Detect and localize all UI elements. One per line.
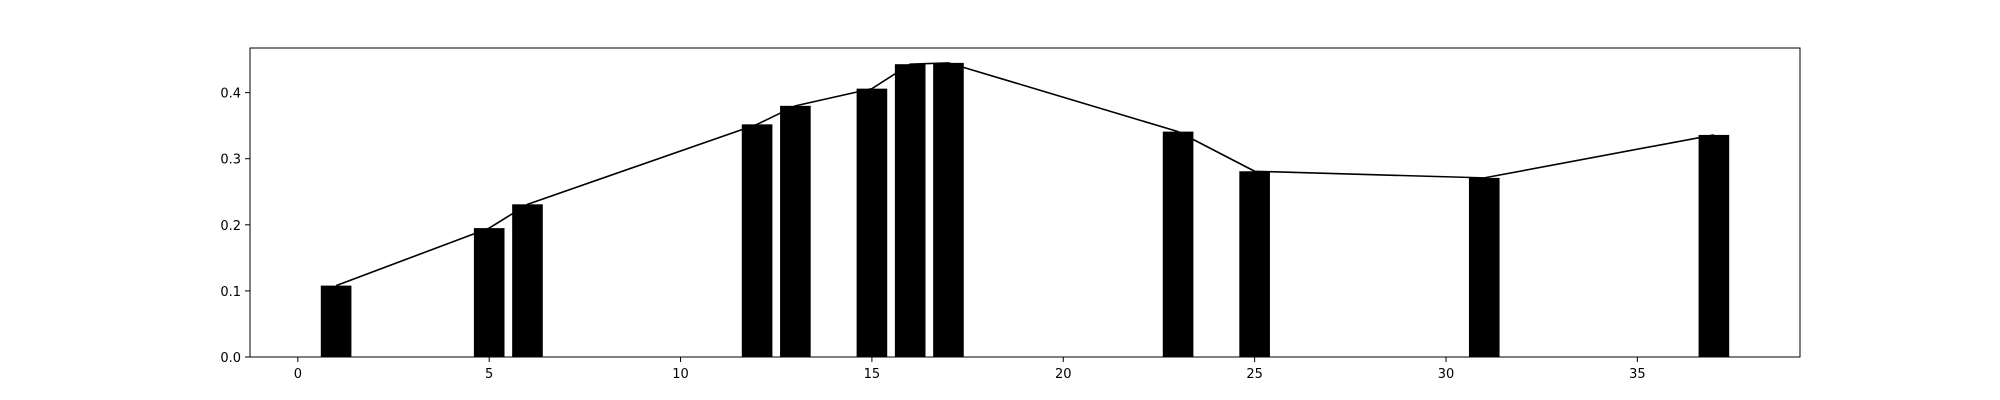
x-tick-label: 5 — [485, 367, 493, 382]
bar-1 — [320, 285, 352, 357]
plot-frame — [249, 47, 1801, 358]
x-tick-label: 20 — [1055, 367, 1072, 382]
y-tick-label: 0.0 — [220, 351, 241, 366]
axes-layer: 0 5 10 15 20 25 30 35 0.0 0.1 0.2 0.3 0.4 — [220, 47, 1801, 382]
bar-13 — [780, 105, 811, 357]
bar-15 — [856, 88, 888, 357]
y-tick-label: 0.3 — [220, 153, 241, 168]
bar-16 — [894, 64, 926, 358]
bar-31 — [1468, 177, 1500, 357]
y-tick-label: 0.2 — [220, 219, 241, 234]
bars-layer — [320, 62, 1730, 358]
x-tick-label: 10 — [672, 367, 689, 382]
series-line — [335, 62, 1715, 287]
bar-23 — [1162, 131, 1194, 357]
bar-12 — [741, 124, 773, 357]
bar-25 — [1239, 171, 1270, 357]
x-tick-label: 30 — [1438, 367, 1455, 382]
x-tick-label: 35 — [1629, 367, 1646, 382]
bar-5 — [473, 228, 505, 357]
x-tick-label: 15 — [864, 367, 881, 382]
x-tick-label: 25 — [1246, 367, 1263, 382]
bar-17 — [933, 62, 964, 358]
bar-37 — [1698, 134, 1730, 357]
bar-6 — [512, 204, 543, 357]
y-tick-label: 0.4 — [220, 87, 241, 102]
y-tick-label: 0.1 — [220, 285, 241, 300]
line-layer — [335, 62, 1715, 287]
x-tick-label: 0 — [294, 367, 302, 382]
